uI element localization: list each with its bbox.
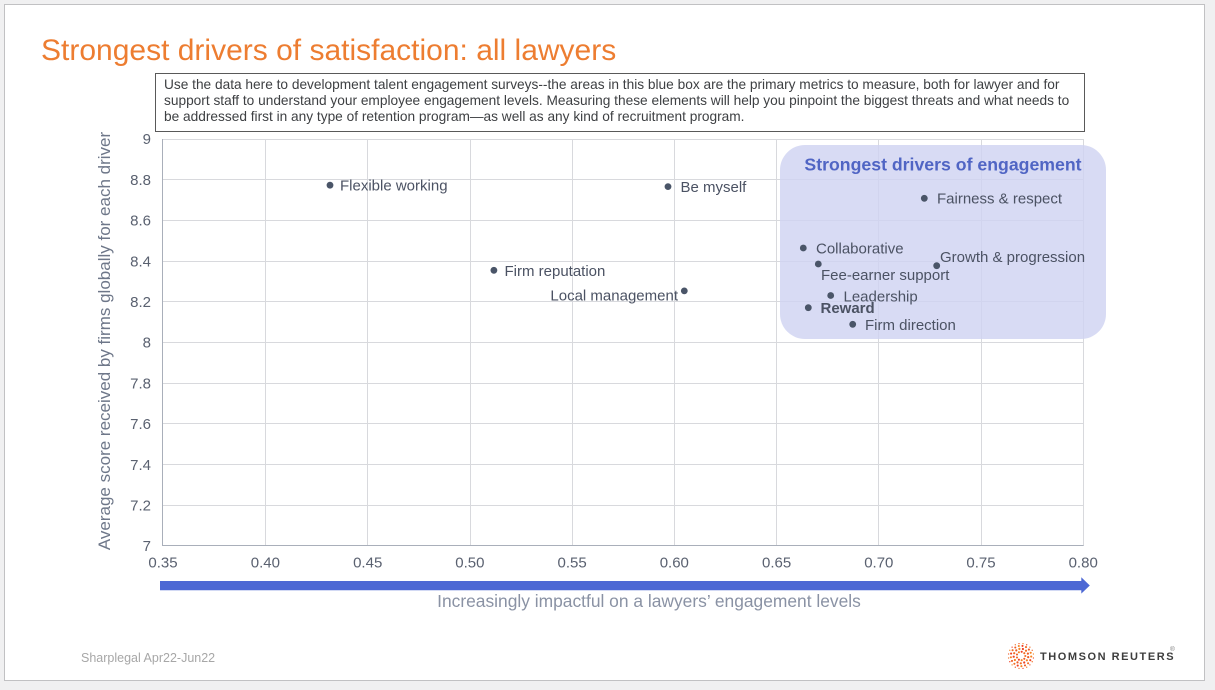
svg-text:Growth & progression: Growth & progression: [940, 249, 1085, 266]
svg-text:Fee-earner support: Fee-earner support: [821, 267, 950, 284]
svg-text:0.60: 0.60: [660, 555, 689, 572]
svg-text:0.40: 0.40: [251, 555, 280, 572]
svg-text:Strongest drivers of engagemen: Strongest drivers of engagement: [804, 154, 1081, 174]
svg-text:0.65: 0.65: [762, 555, 791, 572]
svg-text:Fairness & respect: Fairness & respect: [937, 191, 1063, 208]
svg-text:THOMSON REUTERS: THOMSON REUTERS: [1040, 651, 1175, 663]
svg-text:8.6: 8.6: [130, 213, 151, 230]
svg-text:Flexible working: Flexible working: [340, 178, 448, 195]
svg-text:Be myself: Be myself: [681, 179, 748, 196]
svg-text:0.80: 0.80: [1069, 555, 1098, 572]
svg-text:7: 7: [143, 538, 151, 555]
svg-text:0.70: 0.70: [864, 555, 893, 572]
svg-text:0.55: 0.55: [557, 555, 586, 572]
svg-text:8.8: 8.8: [130, 172, 151, 189]
svg-text:7.8: 7.8: [130, 375, 151, 392]
svg-text:Firm direction: Firm direction: [865, 317, 956, 334]
svg-text:Average score received by firm: Average score received by firms globally…: [95, 132, 114, 551]
svg-text:Reward: Reward: [821, 300, 875, 317]
svg-text:7.2: 7.2: [130, 498, 151, 515]
svg-text:0.45: 0.45: [353, 555, 382, 572]
svg-text:7.4: 7.4: [130, 457, 151, 474]
svg-text:7.6: 7.6: [130, 416, 151, 433]
svg-text:Collaborative: Collaborative: [816, 240, 904, 257]
svg-text:Local management: Local management: [550, 287, 678, 304]
svg-text:Increasingly impactful on a la: Increasingly impactful on a lawyers’ eng…: [437, 591, 861, 611]
svg-text:8: 8: [143, 335, 151, 352]
svg-text:0.35: 0.35: [148, 555, 177, 572]
svg-text:Firm reputation: Firm reputation: [505, 263, 606, 280]
svg-text:0.50: 0.50: [455, 555, 484, 572]
svg-text:8.2: 8.2: [130, 294, 151, 311]
svg-text:®: ®: [1170, 645, 1175, 653]
svg-text:0.75: 0.75: [966, 555, 995, 572]
svg-text:8.4: 8.4: [130, 253, 151, 270]
svg-text:9: 9: [143, 131, 151, 148]
svg-text:Leadership: Leadership: [844, 288, 918, 305]
